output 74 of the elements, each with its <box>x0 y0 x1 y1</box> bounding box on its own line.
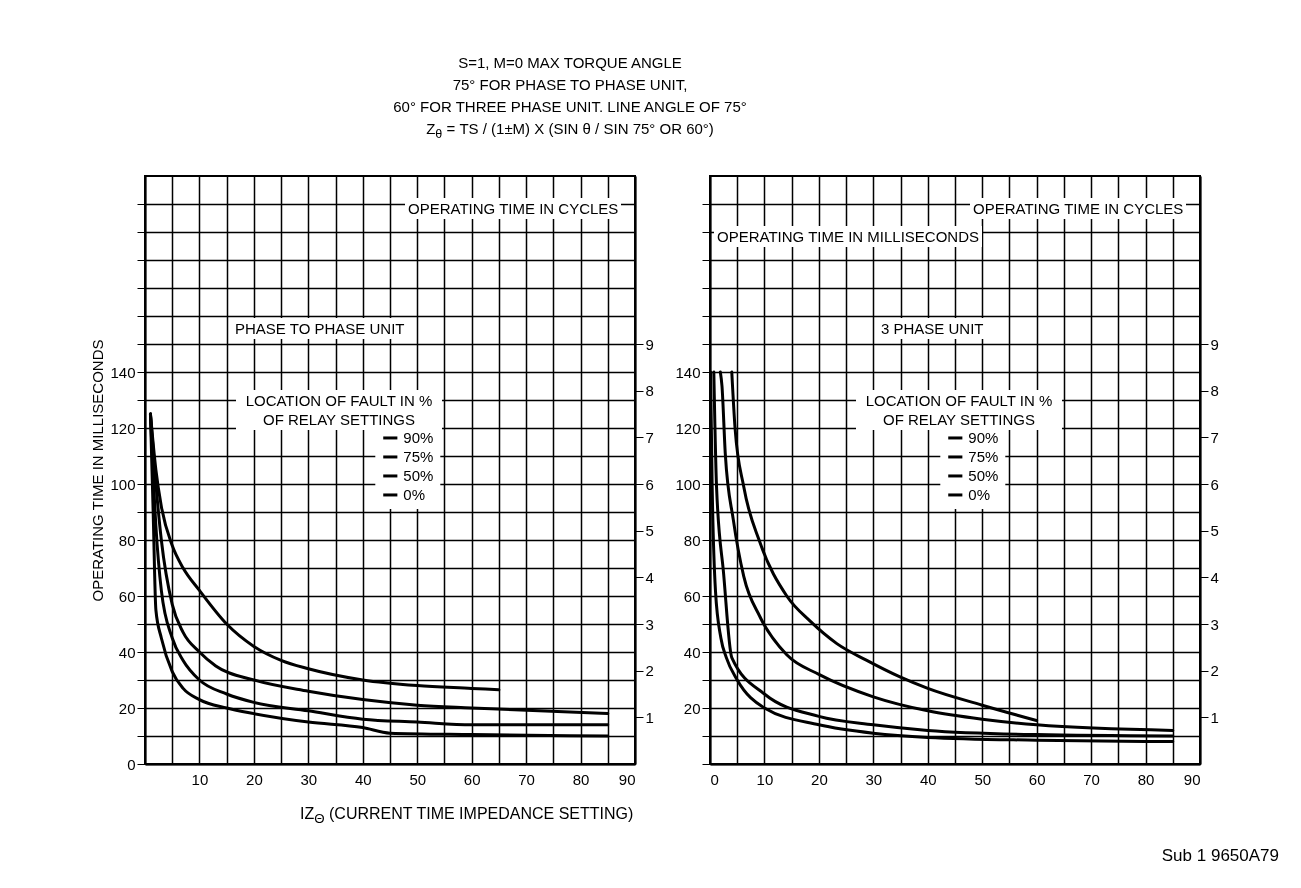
x-tick-label: 10 <box>756 770 774 788</box>
y2-tick-label: 4 <box>1210 568 1219 586</box>
y2-tick-label: 7 <box>1210 428 1219 446</box>
text: 60° FOR THREE PHASE UNIT. LINE ANGLE OF 75° <box>392 97 748 117</box>
y-tick-label: 140 <box>110 363 136 381</box>
y2-tick-label: 4 <box>645 568 654 586</box>
y2-tick-label: 3 <box>645 615 654 633</box>
y-axis-title: OPERATING TIME IN MILLISECONDS <box>714 226 982 247</box>
text: PHASE TO PHASE UNIT <box>232 318 408 339</box>
x-tick-label: 80 <box>1137 770 1155 788</box>
x-tick-label: 70 <box>518 770 535 788</box>
y2-tick-label: 1 <box>1210 708 1219 726</box>
y-axis-title: OPERATING TIME IN MILLISECONDS <box>89 339 107 602</box>
y-tick-label: 60 <box>683 587 701 605</box>
x-tick-label: 30 <box>865 770 883 788</box>
legend-label: 90% <box>403 428 434 446</box>
y2-tick-label: 9 <box>1210 335 1219 353</box>
legend-label: 0% <box>403 485 425 503</box>
y-tick-label: 80 <box>118 531 136 549</box>
x-tick-label: 60 <box>463 770 481 788</box>
y2-tick-label: 7 <box>645 428 654 446</box>
text: Sub 1 9650A79 <box>1161 846 1279 866</box>
y2-tick-label: 1 <box>645 708 654 726</box>
x-tick-label: 40 <box>919 770 937 788</box>
x-tick-label: 90 <box>618 770 636 788</box>
legend-title: LOCATION OF FAULT IN % OF RELAY SETTINGS <box>856 390 1062 430</box>
y-tick-label: 100 <box>110 475 136 493</box>
y2-tick-label: 5 <box>1210 522 1219 540</box>
x-axis-title: IZ$_{Θ}$ (CURRENT TIME IMPEDANCE SETTING) <box>300 805 634 827</box>
text: 3 PHASE UNIT <box>878 318 987 339</box>
y-tick-label: 20 <box>118 699 136 717</box>
legend-label: 75% <box>403 447 434 465</box>
x-tick-label: 0 <box>710 770 719 788</box>
y-tick-label: 20 <box>683 699 701 717</box>
y2-tick-label: 9 <box>645 335 654 353</box>
y2-tick-label: 6 <box>645 475 654 493</box>
legend-label: 90% <box>968 428 999 446</box>
y2-tick-label: 3 <box>1210 615 1219 633</box>
y-tick-label: 60 <box>118 587 136 605</box>
x-tick-label: 80 <box>572 770 590 788</box>
legend-title: LOCATION OF FAULT IN % OF RELAY SETTINGS <box>236 390 442 430</box>
legend-label: 75% <box>968 447 999 465</box>
x-tick-label: 20 <box>246 770 263 788</box>
x-tick-label: 70 <box>1083 770 1100 788</box>
x-tick-label: 50 <box>974 770 992 788</box>
x-tick-label: 10 <box>191 770 209 788</box>
y2-axis-title: OPERATING TIME IN CYCLES <box>970 198 1187 219</box>
y-tick-label: 100 <box>675 475 701 493</box>
legend-label: 0% <box>968 485 990 503</box>
y2-tick-label: 5 <box>645 522 654 540</box>
x-tick-label: 30 <box>300 770 318 788</box>
text: Z$_{θ}$ = TS / (1±M) X (SIN θ / SIN 75° OR 60°) <box>425 119 715 143</box>
y2-tick-label: 8 <box>1210 382 1219 400</box>
y2-axis-title: OPERATING TIME IN CYCLES <box>405 198 622 219</box>
text: 75° FOR PHASE TO PHASE UNIT, <box>451 75 689 95</box>
y2-tick-label: 2 <box>1210 662 1219 680</box>
x-tick-label: 40 <box>354 770 372 788</box>
x-tick-label: 20 <box>811 770 828 788</box>
y-tick-label: 40 <box>118 643 136 661</box>
y-tick-label: 120 <box>110 419 136 437</box>
y2-tick-label: 6 <box>1210 475 1219 493</box>
y-tick-label: 0 <box>127 755 136 773</box>
y-tick-label: 120 <box>675 419 701 437</box>
y2-tick-label: 2 <box>645 662 654 680</box>
legend-label: 50% <box>403 466 434 484</box>
x-tick-label: 50 <box>409 770 427 788</box>
y-tick-label: 80 <box>683 531 701 549</box>
x-tick-label: 60 <box>1028 770 1046 788</box>
legend-label: 50% <box>968 466 999 484</box>
text: S=1, M=0 MAX TORQUE ANGLE <box>457 53 683 73</box>
x-tick-label: 90 <box>1183 770 1201 788</box>
y-tick-label: 140 <box>675 363 701 381</box>
y2-tick-label: 8 <box>645 382 654 400</box>
y-tick-label: 40 <box>683 643 701 661</box>
